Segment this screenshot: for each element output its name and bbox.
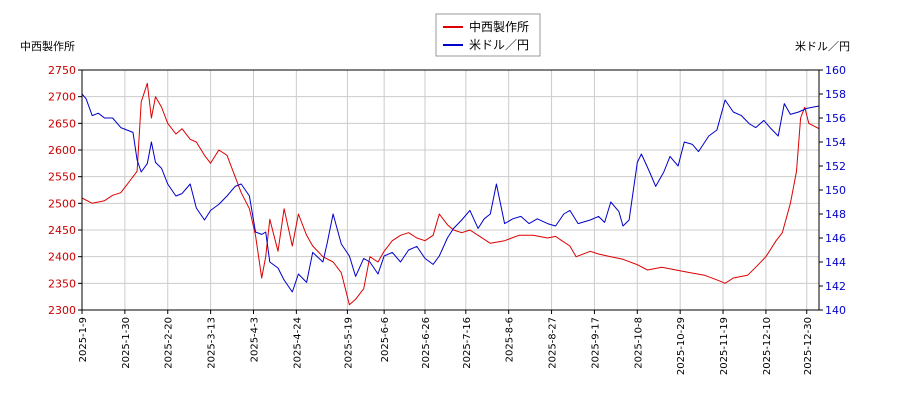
right-tick-label: 154	[825, 136, 846, 149]
x-tick-label: 2025-4-3	[249, 317, 260, 362]
legend-label-series-2: 米ドル／円	[469, 38, 529, 52]
x-tick-label: 2025-5-19	[343, 317, 354, 369]
x-axis: 2025-1-9 2025-1-30 2025-2-20 2025-3-13 2025-…	[78, 310, 814, 375]
legend-label-series-1: 中西製作所	[469, 19, 529, 34]
legend: 中西製作所 米ドル／円	[435, 13, 541, 57]
grid	[81, 69, 819, 311]
plot-area	[82, 70, 819, 310]
right-tick-label: 152	[825, 160, 846, 173]
x-tick-label: 2025-3-13	[207, 317, 218, 369]
right-tick-label: 140	[825, 304, 846, 317]
x-tick-label: 2025-6-26	[421, 317, 432, 369]
left-axis: 2300 2350 2400 2450 2500 2550 2600 2650 2700 2750	[48, 64, 82, 317]
x-tick-label: 2025-9-17	[590, 317, 601, 369]
left-tick-label: 2600	[48, 144, 76, 157]
x-tick-label: 2025-10-29	[676, 317, 687, 375]
x-tick-label: 2025-7-16	[462, 317, 473, 369]
right-tick-label: 158	[825, 88, 846, 101]
right-tick-label: 156	[825, 112, 846, 125]
right-tick-label: 160	[825, 64, 846, 77]
left-tick-label: 2450	[48, 224, 76, 237]
x-tick-label: 2025-11-19	[719, 317, 730, 375]
left-tick-label: 2750	[48, 64, 76, 77]
x-tick-label: 2025-12-30	[803, 317, 814, 375]
right-axis: 140 142 144 146 148 150 152 154 156 158 160	[819, 64, 846, 317]
right-tick-label: 146	[825, 232, 846, 245]
x-tick-label: 2025-8-6	[505, 317, 516, 362]
left-tick-label: 2500	[48, 197, 76, 210]
left-tick-label: 2700	[48, 91, 76, 104]
legend-box	[435, 13, 541, 57]
right-axis-title: 米ドル／円	[795, 40, 850, 53]
left-tick-label: 2650	[48, 117, 76, 130]
right-tick-label: 142	[825, 280, 846, 293]
left-axis-title: 中西製作所	[20, 39, 75, 53]
right-tick-label: 148	[825, 208, 846, 221]
x-tick-label: 2025-12-10	[762, 317, 773, 375]
x-tick-label: 2025-1-9	[78, 317, 89, 362]
x-tick-label: 2025-2-20	[164, 317, 175, 369]
left-tick-label: 2350	[48, 277, 76, 290]
left-tick-label: 2300	[48, 304, 76, 317]
series-line-2	[81, 93, 820, 293]
series-layer	[81, 82, 820, 306]
x-tick-label: 2025-6-6	[380, 317, 391, 362]
x-tick-label: 2025-4-24	[292, 317, 303, 369]
series-line-1	[81, 82, 820, 306]
left-tick-label: 2550	[48, 171, 76, 184]
x-tick-label: 2025-10-8	[633, 317, 644, 369]
x-tick-label: 2025-1-30	[121, 317, 132, 369]
right-tick-label: 150	[825, 184, 846, 197]
left-tick-label: 2400	[48, 251, 76, 264]
right-tick-label: 144	[825, 256, 846, 269]
x-tick-label: 2025-8-27	[548, 317, 559, 369]
